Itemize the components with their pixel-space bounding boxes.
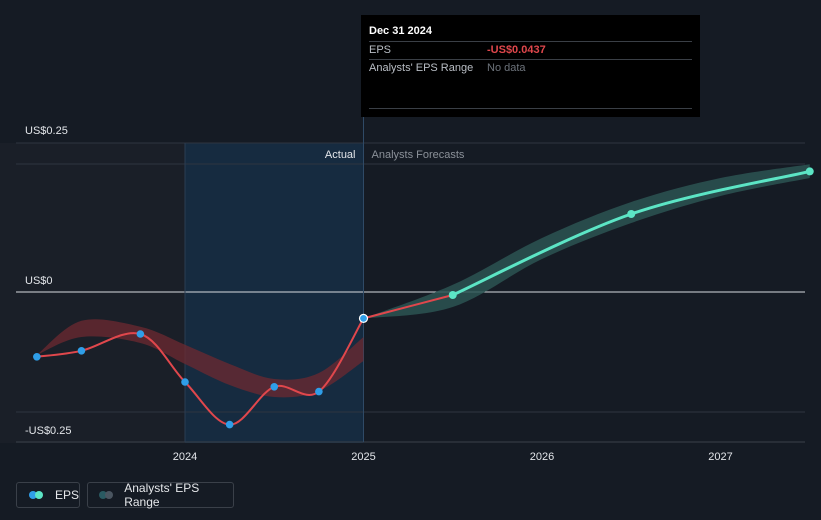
tooltip-date: Dec 31 2024 [369, 25, 432, 37]
tooltip-row-range: Analysts' EPS Range No data [369, 59, 692, 77]
section-labels: Actual Analysts Forecasts [325, 149, 465, 161]
y-axis-labels: US$0.25 US$0 -US$0.25 [25, 125, 71, 437]
forecast-data-point [627, 210, 636, 218]
eps-data-point [358, 313, 369, 323]
past-eps-range-band [36, 319, 364, 398]
tooltip-divider [369, 108, 692, 109]
y-tick-label: US$0.25 [25, 125, 68, 137]
forecast-data-point [448, 291, 457, 299]
transition-eps-line [363, 294, 454, 320]
actual-section-label: Actual [325, 149, 356, 161]
forecast-data-point [805, 167, 814, 176]
x-tick-label: 2026 [530, 451, 554, 463]
eps-points [33, 167, 814, 429]
eps-data-point [136, 330, 145, 338]
eps-data-point [77, 347, 86, 355]
forecast-section-label: Analysts Forecasts [372, 149, 465, 161]
x-tick-label: 2027 [708, 451, 732, 463]
hover-tooltip: Dec 31 2024 EPS -US$0.0437 Analysts' EPS… [361, 15, 700, 117]
legend-eps-button[interactable]: EPS [16, 482, 80, 508]
tooltip-eps-label: EPS [369, 44, 392, 56]
eps-data-point [181, 378, 189, 386]
eps-data-point [270, 383, 279, 391]
eps-data-point [225, 420, 234, 429]
tooltip-range-value: No data [487, 62, 526, 74]
tooltip-range-label: Analysts' EPS Range [369, 62, 474, 74]
legend-range-button[interactable]: Analysts' EPS Range [87, 481, 234, 509]
forecast-eps-range-band [363, 164, 810, 319]
eps-data-point [315, 387, 323, 396]
legend-range-label: Analysts' EPS Range [124, 481, 200, 509]
tooltip-row-eps: EPS -US$0.0437 [369, 41, 692, 59]
highlight-region [185, 143, 364, 443]
range-legend-icon [99, 490, 116, 500]
x-tick-label: 2025 [351, 451, 375, 463]
eps-range-bands [36, 164, 810, 398]
legend-eps-label: EPS [54, 488, 79, 502]
x-axis-labels: 2024 2025 2026 2027 [173, 451, 733, 463]
eps-legend-icon [29, 490, 47, 500]
y-tick-label: -US$0.25 [25, 425, 71, 437]
x-tick-label: 2024 [173, 451, 197, 463]
tooltip-eps-value: -US$0.0437 [487, 44, 546, 56]
eps-data-point [33, 353, 41, 361]
y-tick-label: US$0 [25, 275, 53, 287]
